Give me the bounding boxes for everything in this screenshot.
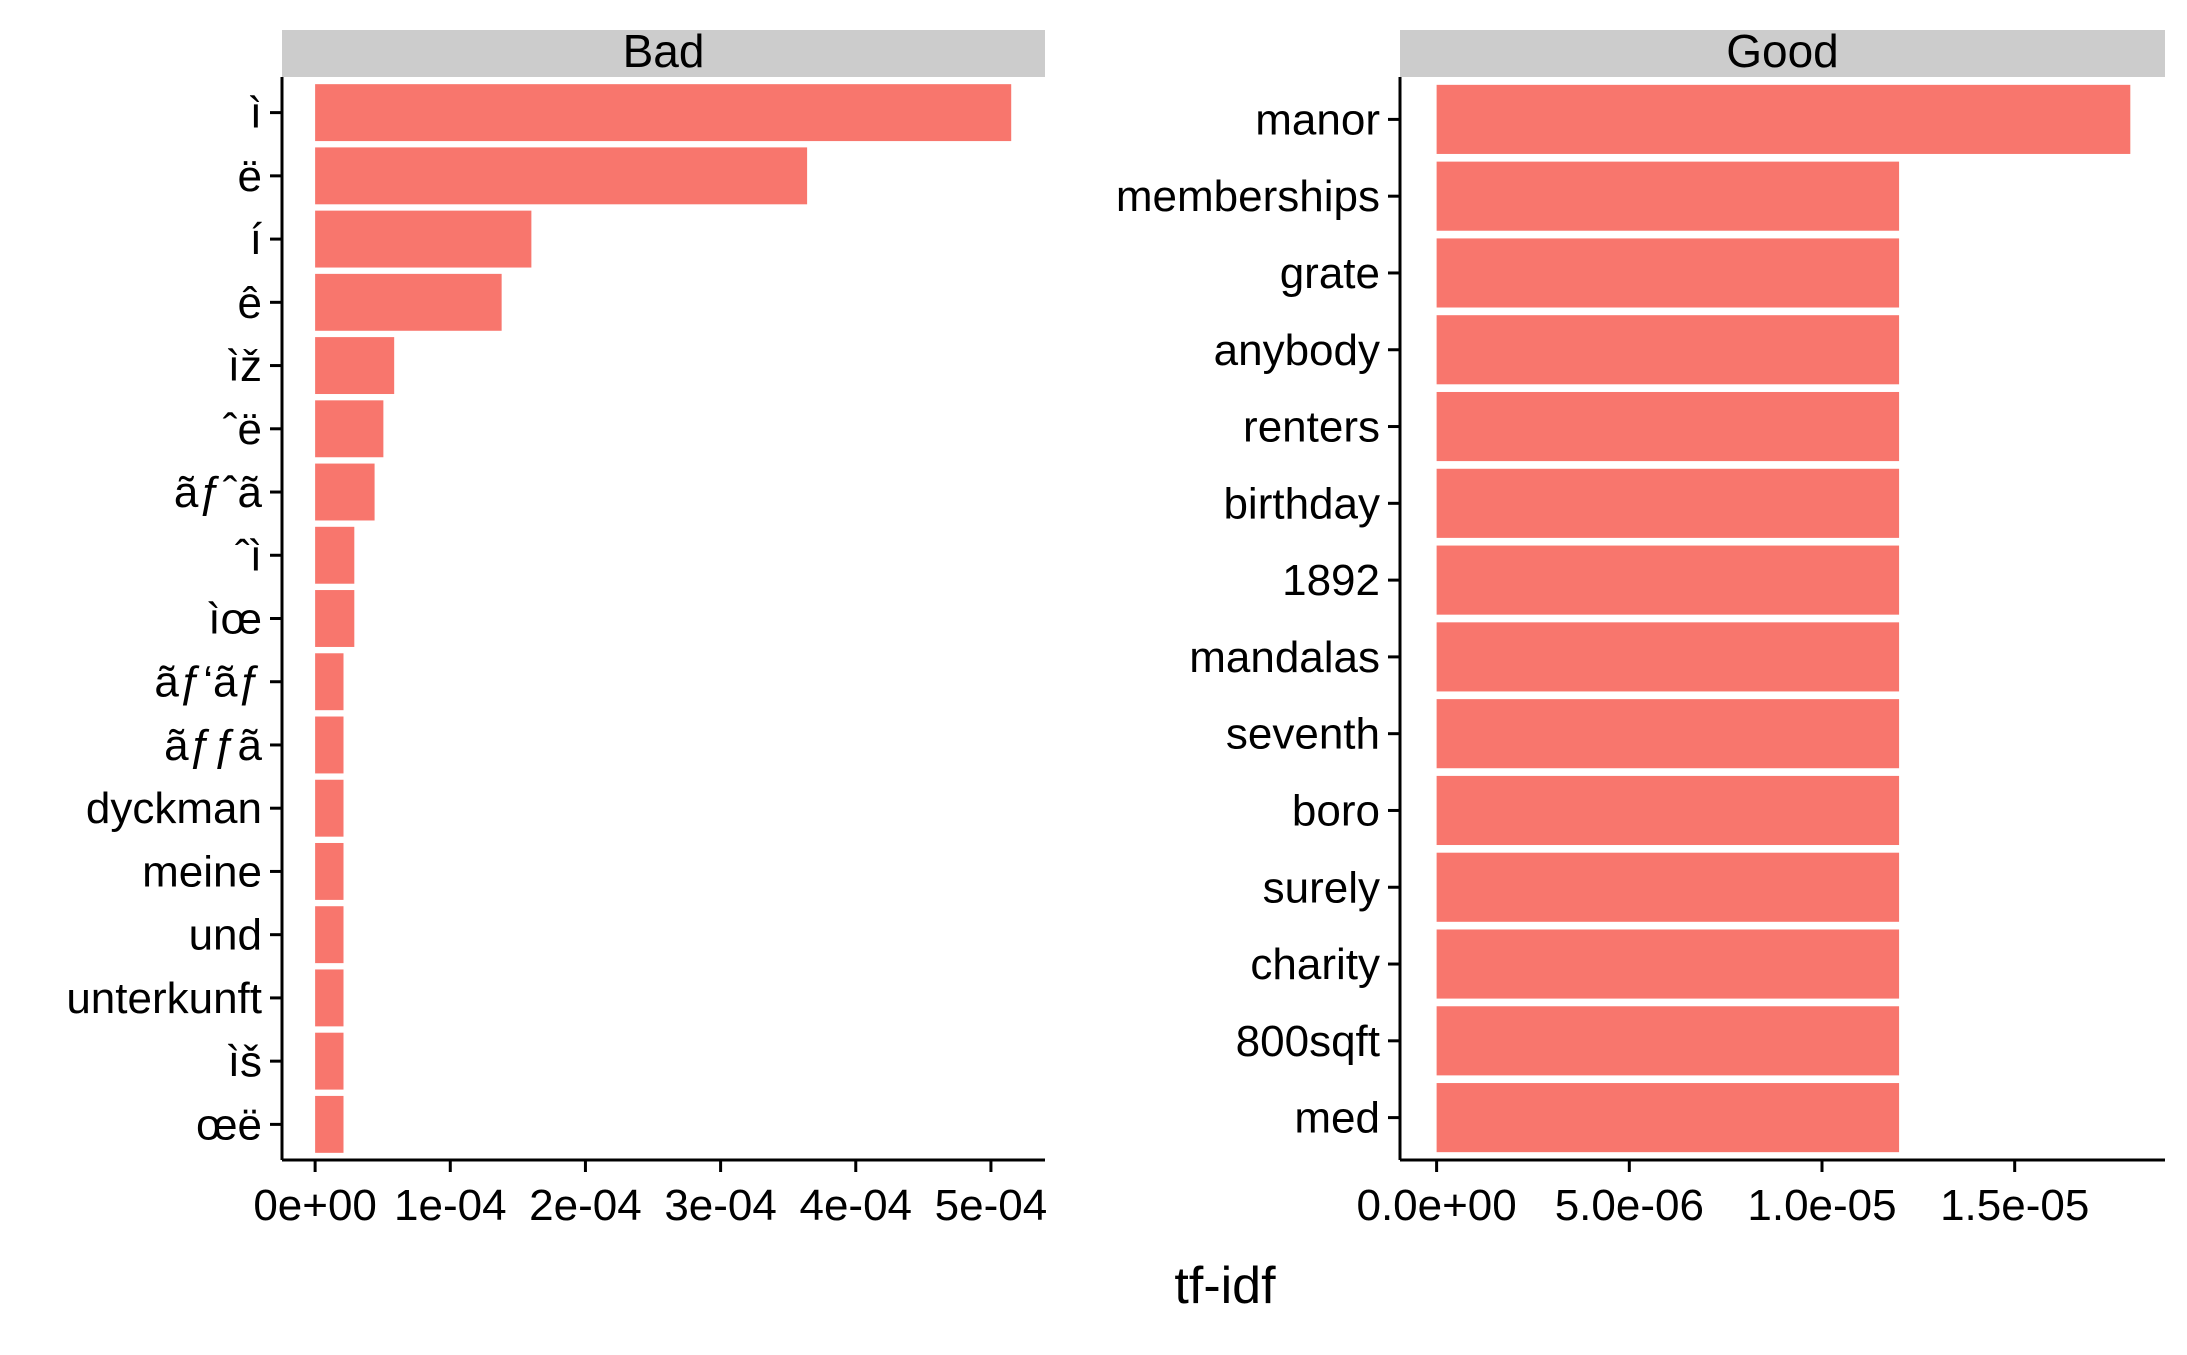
- bar: [315, 779, 344, 837]
- bar: [315, 147, 808, 205]
- y-tick-label: seventh: [1226, 710, 1380, 759]
- bar: [315, 526, 355, 584]
- y-tick-label: unterkunft: [66, 974, 262, 1023]
- x-tick-label: 0e+00: [253, 1181, 377, 1230]
- x-tick-label: 1.5e-05: [1940, 1181, 2089, 1230]
- y-tick-label: und: [189, 911, 262, 960]
- y-tick-label: charity: [1250, 940, 1380, 989]
- bar: [1436, 84, 2131, 154]
- bar: [315, 969, 344, 1027]
- facet-strip-label: Bad: [623, 25, 705, 77]
- bar: [1436, 852, 1900, 922]
- y-tick-label: ì: [250, 89, 262, 138]
- x-axis-label: tf-idf: [1174, 1257, 1276, 1315]
- y-tick-label: ãƒ‘ãƒ: [154, 658, 262, 707]
- y-tick-label: ˆì: [235, 531, 262, 580]
- bar: [1436, 775, 1900, 846]
- y-tick-label: birthday: [1223, 479, 1380, 528]
- y-tick-label: ìš: [228, 1037, 262, 1086]
- y-tick-label: surely: [1263, 863, 1380, 912]
- facet-strip: [282, 30, 1045, 77]
- y-tick-label: 1892: [1282, 556, 1380, 605]
- bar: [315, 273, 502, 331]
- bar: [315, 1032, 344, 1090]
- y-tick-label: manor: [1255, 95, 1380, 144]
- bar: [1436, 391, 1900, 462]
- y-tick-label: ê: [238, 278, 262, 327]
- bar: [315, 906, 344, 964]
- x-tick-label: 1.0e-05: [1747, 1181, 1896, 1230]
- bar: [1436, 622, 1900, 692]
- y-tick-label: mandalas: [1189, 633, 1380, 682]
- bar: [1436, 468, 1900, 538]
- x-tick-label: 2e-04: [529, 1181, 642, 1230]
- bar: [1436, 545, 1900, 615]
- bar: [1436, 238, 1900, 308]
- y-tick-label: í: [250, 215, 263, 264]
- x-tick-label: 4e-04: [799, 1181, 912, 1230]
- y-tick-label: ãƒˆã: [174, 468, 263, 517]
- y-tick-label: 800sqft: [1236, 1017, 1380, 1066]
- y-tick-label: dyckman: [86, 784, 262, 833]
- x-tick-label: 5.0e-06: [1555, 1181, 1704, 1230]
- bar: [315, 653, 344, 711]
- y-tick-label: ë: [238, 152, 262, 201]
- bar: [1436, 161, 1900, 231]
- y-tick-label: boro: [1292, 786, 1380, 835]
- bar: [315, 842, 344, 900]
- facet-strip-label: Good: [1726, 25, 1839, 77]
- bar: [315, 337, 395, 395]
- bar: [315, 210, 532, 268]
- y-tick-label: med: [1294, 1094, 1380, 1143]
- bar: [315, 1095, 344, 1153]
- bar: [315, 84, 1012, 142]
- x-tick-label: 3e-04: [664, 1181, 777, 1230]
- bar: [315, 716, 344, 774]
- y-tick-label: meine: [142, 847, 262, 896]
- x-tick-label: 0.0e+00: [1356, 1181, 1516, 1230]
- y-tick-label: œë: [196, 1100, 262, 1149]
- bar: [1436, 1083, 1900, 1153]
- x-tick-label: 1e-04: [394, 1181, 507, 1230]
- facet-strip: [1400, 30, 2165, 77]
- y-tick-label: renters: [1243, 403, 1380, 452]
- panel-good: Good manor memberships grate anybody renters b…: [1116, 25, 2165, 1230]
- y-tick-label: memberships: [1116, 172, 1380, 221]
- y-tick-label: ìž: [228, 342, 262, 391]
- bar: [315, 463, 375, 521]
- bar: [1436, 699, 1900, 769]
- bar: [315, 590, 355, 647]
- bar: [1436, 315, 1900, 385]
- bar: [315, 400, 384, 458]
- y-tick-label: ˆë: [223, 405, 262, 454]
- y-tick-label: grate: [1280, 249, 1380, 298]
- bar: [1436, 1006, 1900, 1076]
- bar: [1436, 929, 1900, 999]
- x-tick-label: 5e-04: [935, 1181, 1048, 1230]
- y-tick-label: ìœ: [208, 595, 262, 644]
- y-tick-label: ãƒƒã: [164, 721, 262, 770]
- y-tick-label: anybody: [1214, 326, 1380, 375]
